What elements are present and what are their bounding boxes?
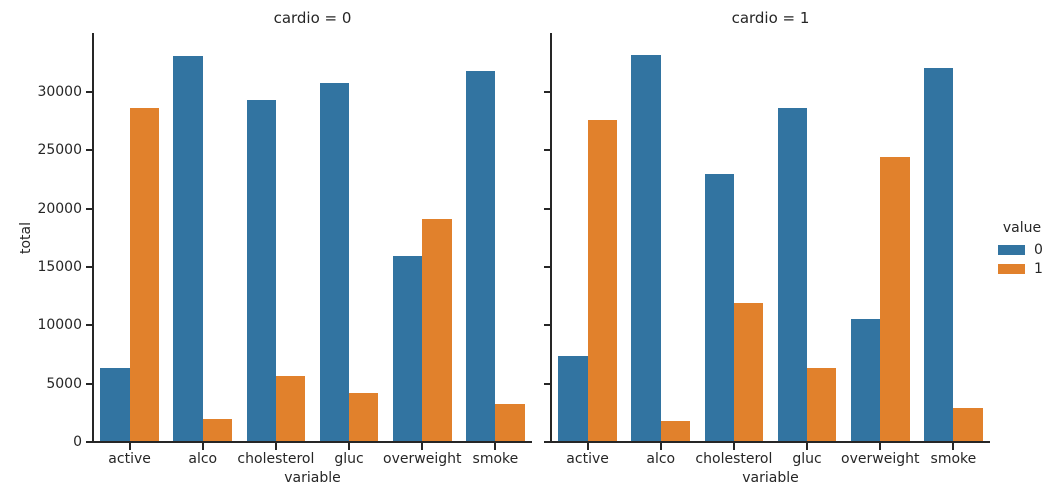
x-tick [732, 443, 735, 450]
facet-cardio-1: cardio = 1 active alco cholesterol gluc overw… [544, 9, 990, 486]
legend-title: value [1002, 220, 1042, 236]
x-tick [586, 443, 589, 450]
bar-overweight-value-1 [422, 219, 452, 442]
y-tick-label: 15000 [37, 259, 82, 276]
bar-active-value-0 [100, 367, 130, 442]
legend-swatch-icon [998, 244, 1025, 255]
bar-active-value-1 [129, 107, 159, 442]
x-tick [659, 443, 662, 450]
bar-active-value-0 [558, 356, 588, 442]
y-tick [86, 382, 93, 385]
y-tick-label: 0 [73, 434, 82, 450]
y-tick [86, 91, 93, 94]
x-axis-label: variable [742, 470, 799, 486]
x-axis-label: variable [284, 470, 341, 486]
x-tick [806, 443, 809, 450]
x-tick-label-active: active [108, 451, 151, 467]
bar-alco-value-0 [631, 55, 661, 442]
bar-alco-value-1 [202, 419, 233, 442]
y-tick-label: 10000 [37, 317, 82, 334]
x-tick-label-active: active [566, 451, 609, 467]
y-tick [544, 207, 551, 210]
y-tick-label: 5000 [46, 375, 82, 392]
y-axis-spine [92, 33, 94, 443]
x-tick [952, 443, 955, 450]
facet-title: cardio = 1 [731, 9, 810, 27]
x-axis-spine [92, 441, 532, 443]
x-tick [879, 443, 882, 450]
facet-cardio-0: cardio = 0 0 5000 10000 15000 20000 25000 30000… [37, 9, 532, 486]
bar-cholesterol-value-1 [275, 375, 306, 442]
bar-smoke-value-0 [924, 68, 954, 442]
legend-swatch-icon [998, 263, 1025, 274]
legend-entry-label: 0 [1034, 241, 1043, 258]
x-tick-label-cholesterol: cholesterol [237, 451, 315, 467]
bar-gluc-value-1 [807, 368, 837, 442]
x-tick-label-cholesterol: cholesterol [695, 451, 773, 467]
y-axis-spine [550, 33, 552, 443]
y-tick [544, 91, 551, 94]
bar-cholesterol-value-1 [733, 302, 764, 442]
y-tick [544, 149, 551, 152]
y-tick [86, 324, 93, 327]
facet-title: cardio = 0 [273, 9, 352, 27]
bar-cholesterol-value-0 [704, 173, 734, 442]
bar-gluc-value-1 [349, 393, 379, 442]
x-tick-label-overweight: overweight [383, 451, 462, 467]
y-tick [86, 207, 93, 210]
y-tick [544, 382, 551, 385]
x-tick-label-alco: alco [188, 451, 218, 467]
y-tick-label: 20000 [37, 200, 82, 217]
x-tick [348, 443, 351, 450]
bar-gluc-value-0 [777, 107, 808, 442]
x-tick-label-overweight: overweight [841, 451, 920, 467]
bar-gluc-value-0 [319, 82, 350, 442]
y-tick-label: 30000 [37, 84, 82, 101]
x-tick [201, 443, 204, 450]
x-tick-label-gluc: gluc [334, 451, 364, 467]
y-tick [544, 266, 551, 269]
bar-smoke-value-0 [466, 71, 496, 442]
bar-alco-value-1 [660, 420, 691, 442]
y-axis-label: total [18, 221, 34, 255]
bar-cholesterol-value-0 [246, 99, 276, 442]
x-tick-label-gluc: gluc [792, 451, 822, 467]
x-tick-label-alco: alco [646, 451, 676, 467]
bar-smoke-value-1 [495, 404, 525, 442]
y-tick [86, 266, 93, 269]
x-tick-label-smoke: smoke [472, 451, 519, 467]
bar-overweight-value-0 [850, 318, 881, 442]
x-tick [274, 443, 277, 450]
x-tick [494, 443, 497, 450]
x-tick-label-smoke: smoke [930, 451, 977, 467]
y-tick [544, 324, 551, 327]
bar-active-value-1 [587, 119, 617, 442]
x-tick [421, 443, 424, 450]
y-tick-label: 25000 [37, 142, 82, 159]
legend-entry-1: 1 [993, 259, 1051, 278]
y-tick [86, 149, 93, 152]
x-tick [128, 443, 131, 450]
legend-entry-label: 1 [1034, 260, 1043, 277]
y-tick [86, 441, 93, 443]
bar-smoke-value-1 [953, 407, 983, 442]
y-tick [544, 441, 551, 443]
bar-overweight-value-1 [880, 157, 910, 442]
legend-entry-0: 0 [993, 240, 1051, 259]
bar-alco-value-0 [173, 56, 203, 442]
bar-overweight-value-0 [392, 256, 423, 442]
x-axis-spine [550, 441, 990, 443]
